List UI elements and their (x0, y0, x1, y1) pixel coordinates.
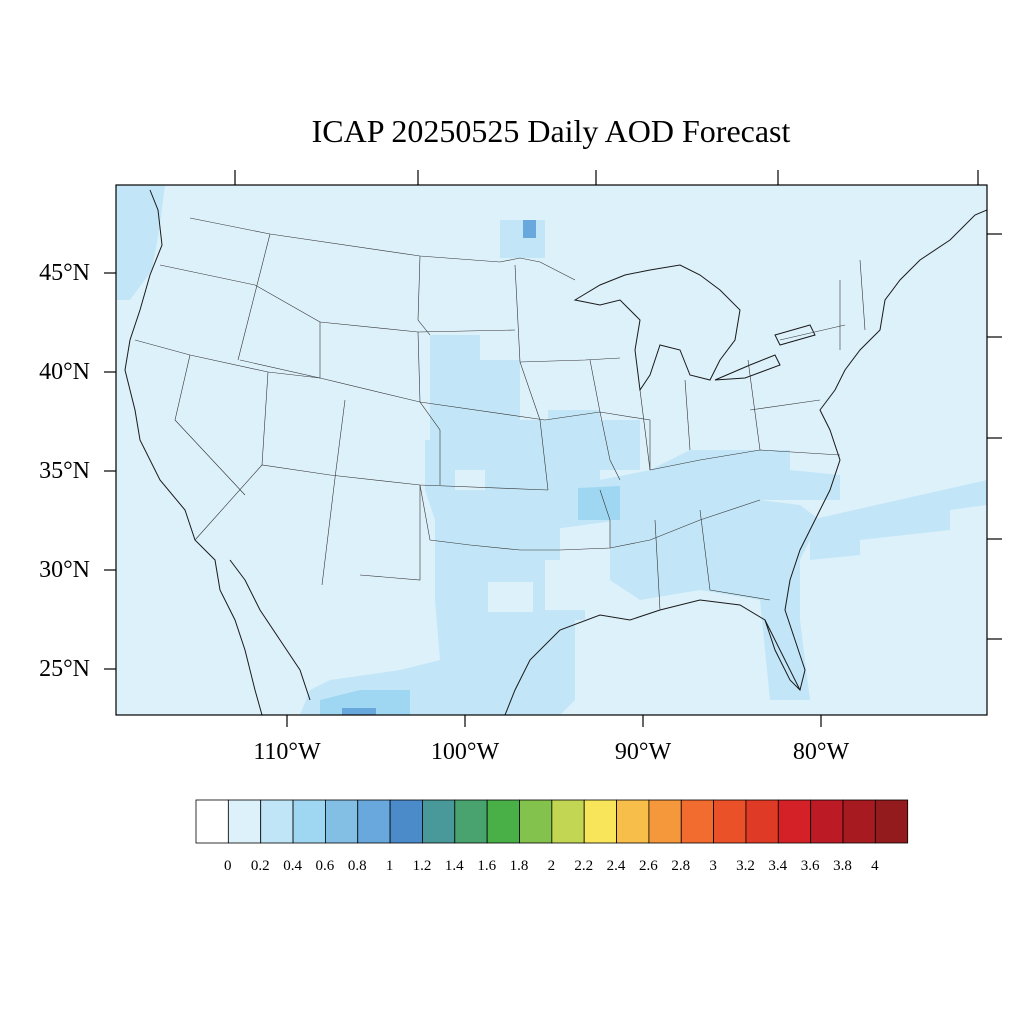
colorbar-tick-label: 0 (224, 858, 232, 874)
aod-tn-core (578, 486, 620, 520)
state-borders (134, 217, 866, 611)
colorbar-tick-label: 3 (709, 858, 717, 874)
aod-pacific-northwest (116, 185, 165, 300)
aod-southeast (610, 500, 820, 700)
colorbar-tick-label: 1 (385, 858, 394, 874)
aod-atlantic-band (810, 480, 987, 560)
lon-label-90w: 90°W (614, 739, 672, 765)
pacific-coastline (124, 189, 263, 715)
aod-superior-peak (523, 220, 536, 238)
aod-mexico-peak (342, 708, 376, 715)
colorbar-tick-label: 1.2 (412, 858, 432, 874)
colorbar-tick-label: 0.4 (283, 858, 302, 874)
aod-lake-superior (500, 220, 545, 258)
lat-label-35: 35°N (39, 458, 90, 484)
colorbar-tick-label: 2.2 (574, 858, 594, 874)
lon-label-80w: 80°W (792, 739, 850, 765)
map-boundaries (124, 189, 987, 715)
baja-coastline (229, 559, 311, 701)
aod-central-plains (430, 335, 548, 440)
florida-outline (764, 619, 801, 691)
colorbar-tick-label: 1.8 (509, 858, 529, 874)
colorbar-tick-label: 1.4 (444, 858, 464, 874)
lon-label-110w: 110°W (253, 739, 321, 765)
colorbar-tick-label: 3.8 (833, 858, 852, 874)
colorbar-tick-label: 3.6 (800, 858, 820, 874)
aod-mississippi-valley (548, 410, 640, 500)
map-title: ICAP 20250525 Daily AOD Forecast (311, 113, 791, 149)
map-border (115, 184, 988, 716)
colorbar-tick-label: 3.2 (736, 858, 755, 874)
colorbar-tick-label: 2 (547, 858, 556, 874)
colorbar-tick-label: 0.8 (347, 858, 367, 874)
great-lakes-outline (573, 264, 741, 392)
lon-label-100w: 100°W (430, 739, 500, 765)
aod-south-plains (425, 440, 585, 715)
lat-label-30: 30°N (39, 557, 90, 583)
colorbar-tick-label: 0.2 (250, 858, 270, 874)
aod-clean-pockets (455, 470, 533, 612)
colorbar-tick-label: 2.6 (639, 858, 658, 874)
lat-label-40: 40°N (39, 359, 90, 385)
aod-region-peak (342, 220, 536, 715)
lake-erie (714, 354, 781, 381)
map-ticks (104, 170, 1002, 727)
colorbar-tick-label: 1.6 (477, 858, 497, 874)
colorbar-tick-label: 2.8 (671, 858, 691, 874)
aod-tennessee-band (548, 450, 840, 530)
lake-ontario (774, 324, 816, 346)
colorbar-tick-label: 3.4 (768, 858, 788, 874)
lat-label-45: 45°N (39, 260, 90, 286)
gulf-coastline (504, 209, 987, 715)
colorbar-tick-label: 0.6 (315, 858, 335, 874)
colorbar-tick-label: 4 (871, 858, 879, 874)
colorbar-tick-label: 2.4 (606, 858, 626, 874)
lat-label-25: 25°N (39, 656, 90, 682)
